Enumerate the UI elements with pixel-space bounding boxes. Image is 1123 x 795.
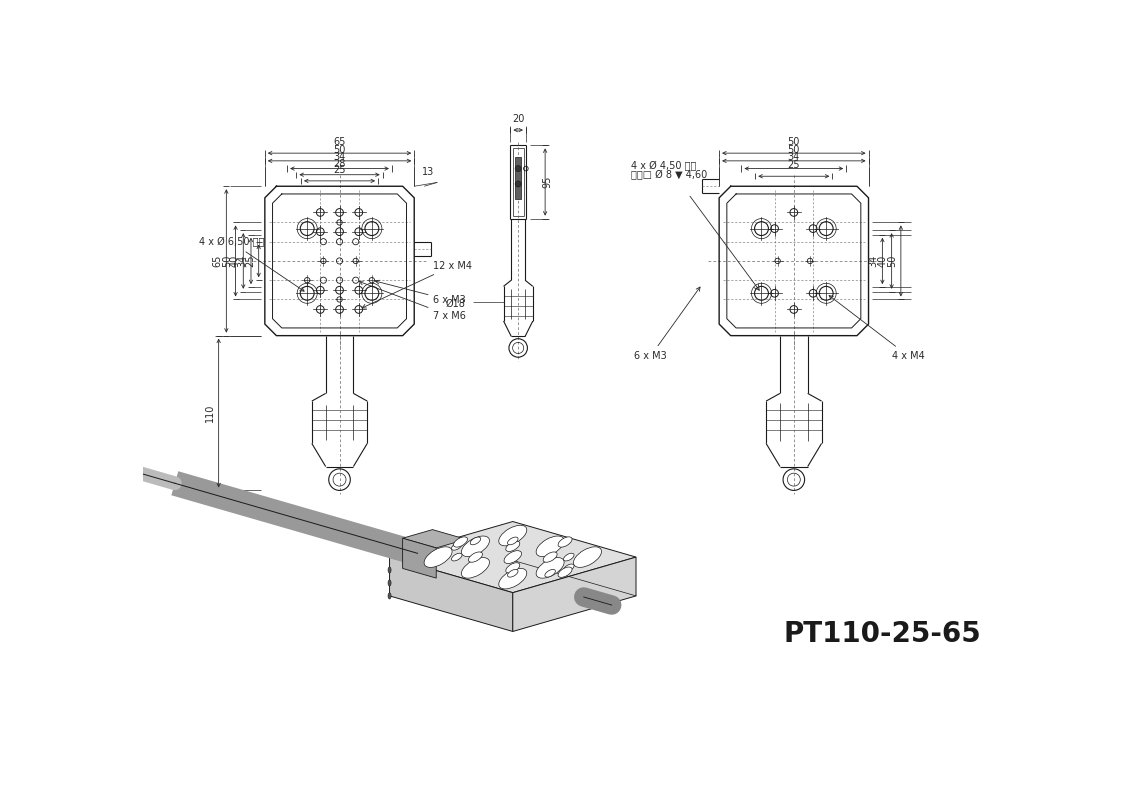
Text: 50: 50 [334,145,346,155]
Ellipse shape [544,552,557,562]
Text: 25: 25 [245,254,255,267]
Ellipse shape [95,457,104,467]
Text: 7 x M6: 7 x M6 [359,281,466,320]
Polygon shape [390,522,636,592]
Text: 4 x Ø 6,50 贯穿: 4 x Ø 6,50 贯穿 [200,238,304,291]
Ellipse shape [564,564,574,572]
Text: 12 x M4: 12 x M4 [362,261,473,308]
Text: 34: 34 [787,153,800,162]
Ellipse shape [504,551,521,564]
Polygon shape [403,529,466,548]
Text: 34: 34 [868,255,878,267]
Text: 4 x Ø 4,50 贯穿: 4 x Ø 4,50 贯穿 [631,161,696,171]
Text: 34: 34 [334,153,346,162]
Text: 20: 20 [512,114,524,124]
Ellipse shape [462,557,490,578]
Ellipse shape [462,536,490,556]
Ellipse shape [545,569,556,577]
Text: 34: 34 [237,255,247,267]
Ellipse shape [499,568,527,589]
Text: 50: 50 [221,254,231,267]
Text: 13: 13 [422,168,435,177]
Ellipse shape [499,525,527,546]
Ellipse shape [389,593,391,599]
Text: 50: 50 [887,254,897,267]
Ellipse shape [574,547,602,568]
Polygon shape [403,538,436,578]
Text: 110: 110 [204,404,214,422]
Ellipse shape [564,553,574,561]
Text: 6 x M3: 6 x M3 [375,280,466,305]
Text: 25: 25 [334,165,346,175]
Ellipse shape [451,542,462,550]
Ellipse shape [536,557,564,578]
Text: Ø18: Ø18 [445,298,465,308]
Ellipse shape [508,569,518,577]
Text: 40: 40 [878,255,888,267]
Ellipse shape [508,537,518,545]
Circle shape [515,181,521,187]
Text: 50: 50 [787,145,800,155]
Bar [515,157,521,200]
Ellipse shape [389,567,391,573]
Text: 50: 50 [787,137,800,147]
Text: 28: 28 [334,158,346,169]
Ellipse shape [454,537,467,547]
Polygon shape [390,557,513,631]
Ellipse shape [505,563,520,573]
Text: 4 x M4: 4 x M4 [829,296,924,361]
Text: 6 x M3: 6 x M3 [634,287,700,361]
Text: 95: 95 [542,176,553,188]
Ellipse shape [389,580,391,586]
Ellipse shape [424,547,453,568]
Circle shape [515,165,521,172]
Text: PT110-25-65: PT110-25-65 [784,620,982,649]
Ellipse shape [98,460,102,464]
Text: 65: 65 [212,254,222,267]
Ellipse shape [505,541,520,552]
Ellipse shape [558,567,572,577]
Text: 25: 25 [787,160,800,170]
Ellipse shape [536,536,564,556]
Text: 65: 65 [334,137,346,147]
Ellipse shape [471,537,481,545]
Text: 40: 40 [229,255,239,267]
Ellipse shape [558,537,572,547]
Text: 背面□ Ø 8 ▼ 4,60: 背面□ Ø 8 ▼ 4,60 [631,170,706,180]
Ellipse shape [468,552,483,562]
Polygon shape [513,557,636,631]
Ellipse shape [451,553,462,561]
